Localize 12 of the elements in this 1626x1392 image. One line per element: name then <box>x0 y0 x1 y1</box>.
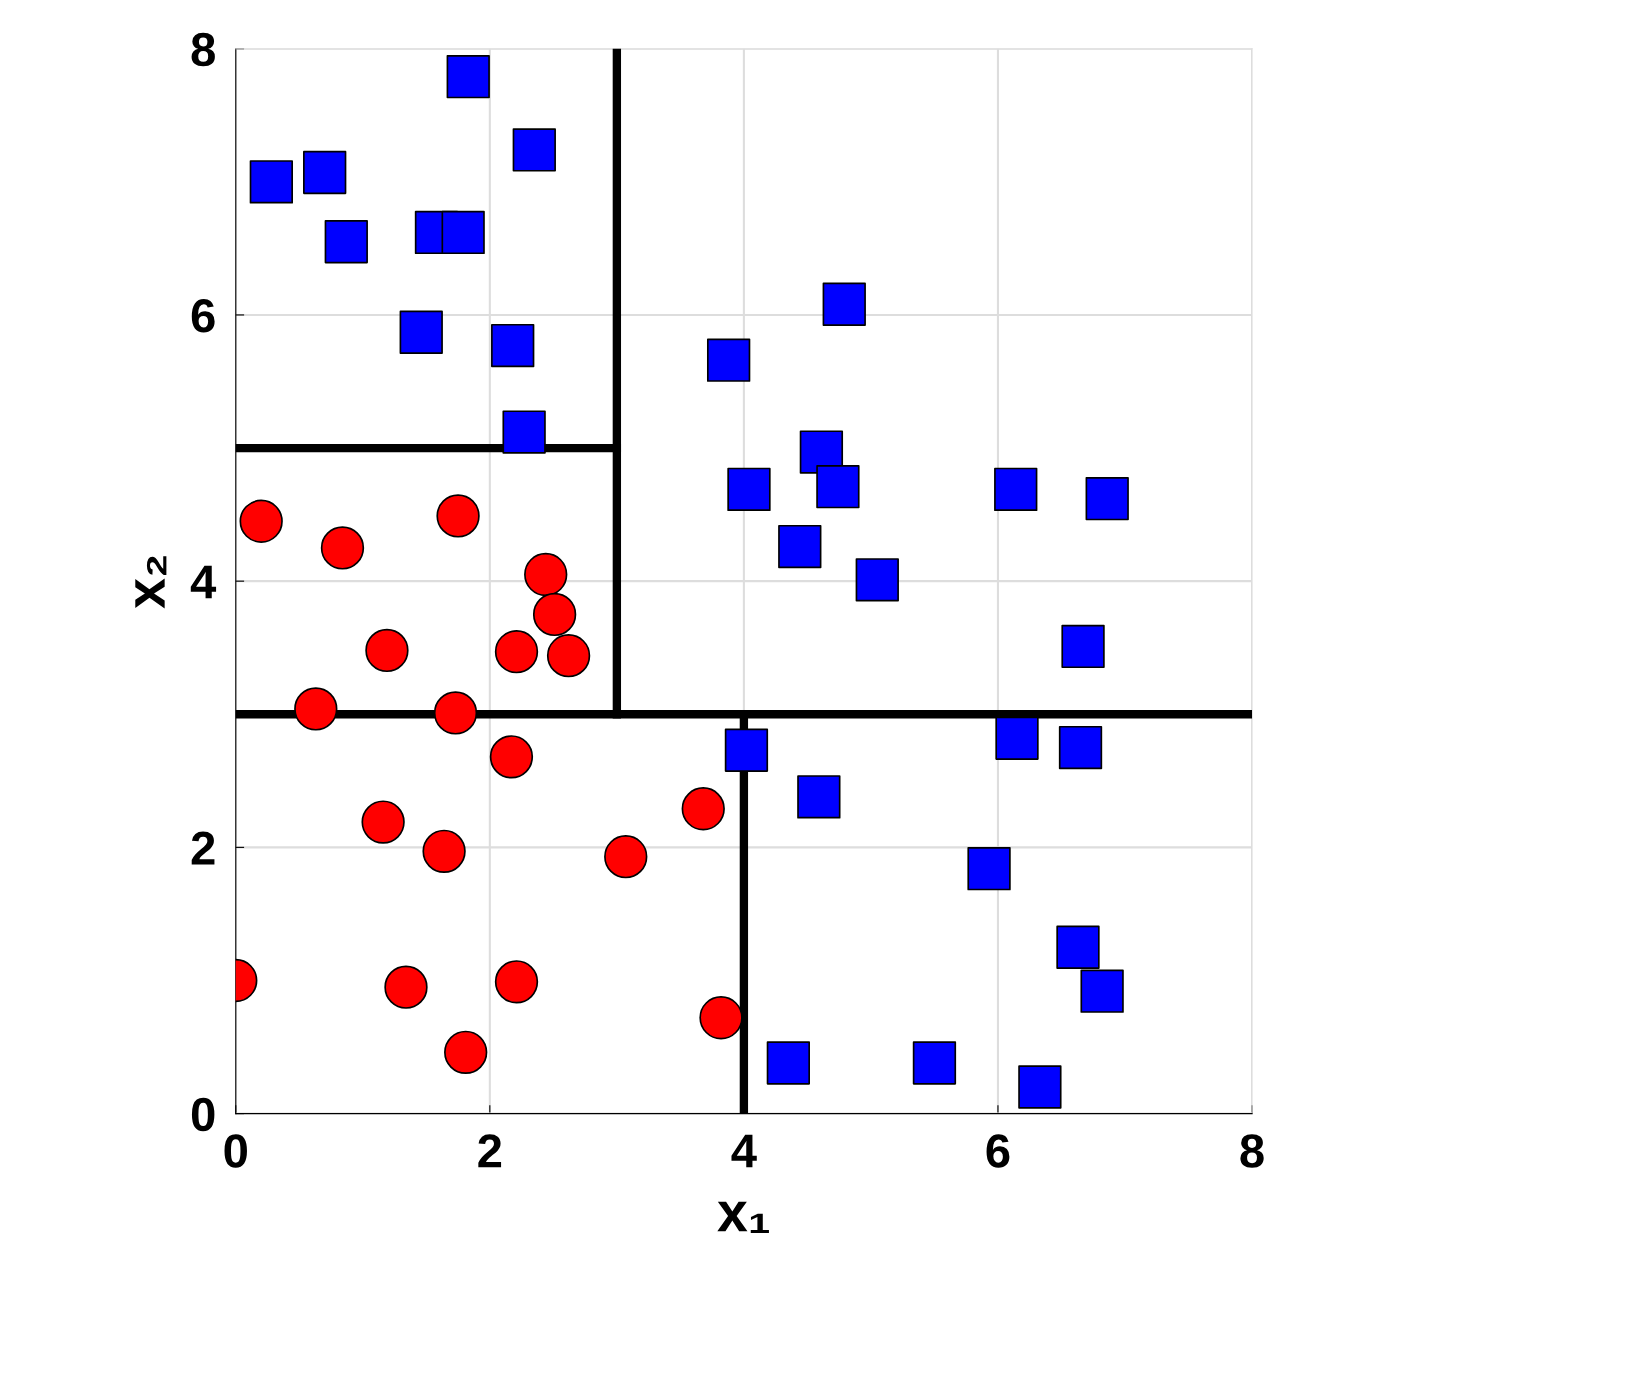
y-tick-label: 8 <box>191 32 215 67</box>
x-axis-title: x₁ <box>717 1201 769 1233</box>
y-tick-label: 0 <box>191 1097 215 1132</box>
y-tick-label: 2 <box>191 831 215 865</box>
x-tick-label: 2 <box>478 1134 502 1168</box>
y-axis-title: x₂ <box>135 556 167 609</box>
y-tick-label: 4 <box>190 565 217 599</box>
y-tick-label: 6 <box>191 299 215 333</box>
x-tick-label: 6 <box>986 1134 1010 1168</box>
x-tick-label: 4 <box>731 1134 757 1168</box>
x-tick-label: 0 <box>224 1134 247 1168</box>
x-tick-label: 8 <box>1240 1134 1264 1168</box>
